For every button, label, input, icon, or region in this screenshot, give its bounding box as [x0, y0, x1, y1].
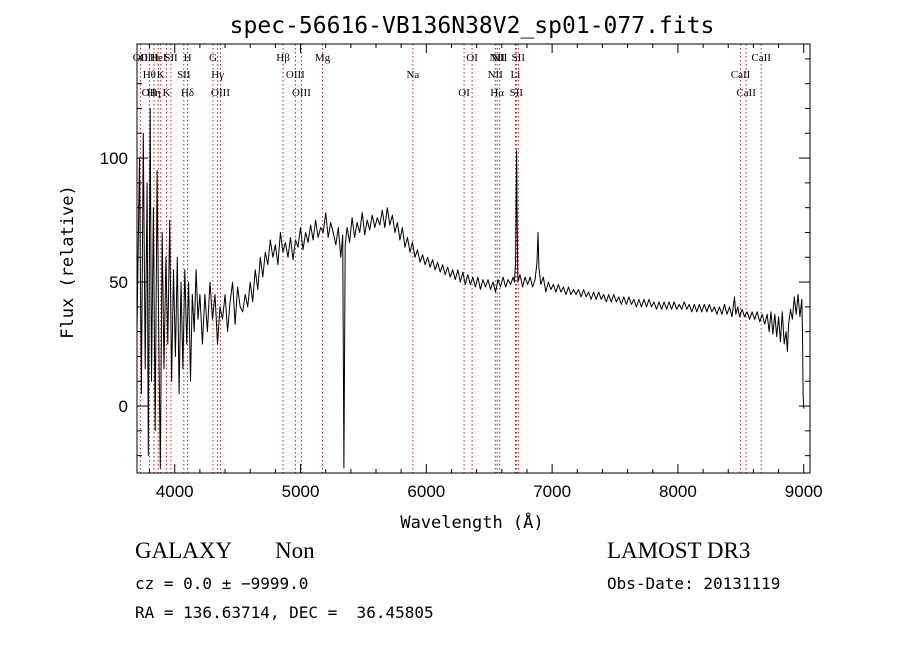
- flux-series: [136, 108, 805, 469]
- y-tick-label: 0: [119, 397, 128, 416]
- line-marker-label: SII: [164, 52, 178, 64]
- x-tick-label: 5000: [282, 482, 320, 501]
- x-axis-ticks: 4000 5000 6000 7000 8000 9000: [149, 44, 823, 501]
- line-marker-label: K: [157, 69, 165, 81]
- line-marker-label: Hη: [147, 87, 161, 99]
- object-class: GALAXY: [135, 538, 233, 563]
- line-marker-label: Hδ: [181, 87, 194, 99]
- line-marker-label: SII: [512, 52, 526, 64]
- line-marker-label: OI: [466, 52, 478, 64]
- line-marker-label: HeI: [150, 52, 167, 64]
- line-marker-label: OI: [458, 87, 470, 99]
- plot-frame: [136, 43, 811, 474]
- spectral-line-markers: [139, 44, 762, 473]
- line-marker-label: NII: [490, 52, 506, 64]
- y-axis-ticks: 0 50 100: [100, 58, 810, 457]
- line-marker-label: CaII: [731, 69, 751, 81]
- line-marker-label: OII: [142, 87, 158, 99]
- line-marker-label: Hβ: [276, 52, 290, 64]
- chart-title: spec-56616-VB136N38V2_sp01-077.fits: [230, 13, 715, 39]
- x-axis-label: Wavelength (Å): [400, 511, 543, 533]
- line-marker-label: G: [209, 52, 217, 64]
- line-marker-label: Hα: [490, 87, 504, 99]
- flux-line: [136, 108, 805, 469]
- x-tick-label: 9000: [785, 482, 823, 501]
- survey-name: LAMOST DR3: [607, 538, 751, 563]
- x-tick-label: 6000: [407, 482, 445, 501]
- observation-date: Obs-Date: 20131119: [607, 574, 781, 593]
- y-tick-label: 100: [100, 149, 128, 168]
- x-tick-label: 8000: [659, 482, 697, 501]
- line-marker-label: Mg: [315, 52, 331, 64]
- line-marker-label: CaII: [736, 87, 756, 99]
- line-marker-label: OIII: [211, 87, 230, 99]
- x-tick-label: 7000: [533, 482, 571, 501]
- line-marker-label: Hθ: [143, 69, 156, 81]
- line-marker-label: OIII: [286, 69, 305, 81]
- x-tick-label: 4000: [156, 482, 194, 501]
- line-marker-label: CaII: [751, 52, 771, 64]
- line-marker-label: OIII: [292, 87, 311, 99]
- line-marker-label: K: [162, 87, 170, 99]
- line-marker-label: Li: [510, 69, 520, 81]
- y-tick-label: 50: [109, 273, 128, 292]
- line-marker-label: Na: [406, 69, 419, 81]
- line-marker-label: SII: [510, 87, 524, 99]
- line-marker-label: NII: [492, 52, 508, 64]
- object-subclass: Non: [275, 538, 315, 563]
- line-marker-label: OIII: [140, 52, 159, 64]
- line-marker-label: NII: [488, 69, 504, 81]
- redshift-readout: cz = 0.0 ± −9999.0: [135, 574, 309, 593]
- y-axis-label: Flux (relative): [58, 185, 78, 339]
- line-marker-label: H: [184, 52, 192, 64]
- line-marker-label: SII: [177, 69, 191, 81]
- line-marker-label: Hγ: [211, 69, 224, 81]
- coordinates-readout: RA = 136.63714, DEC = 36.45805: [135, 603, 434, 622]
